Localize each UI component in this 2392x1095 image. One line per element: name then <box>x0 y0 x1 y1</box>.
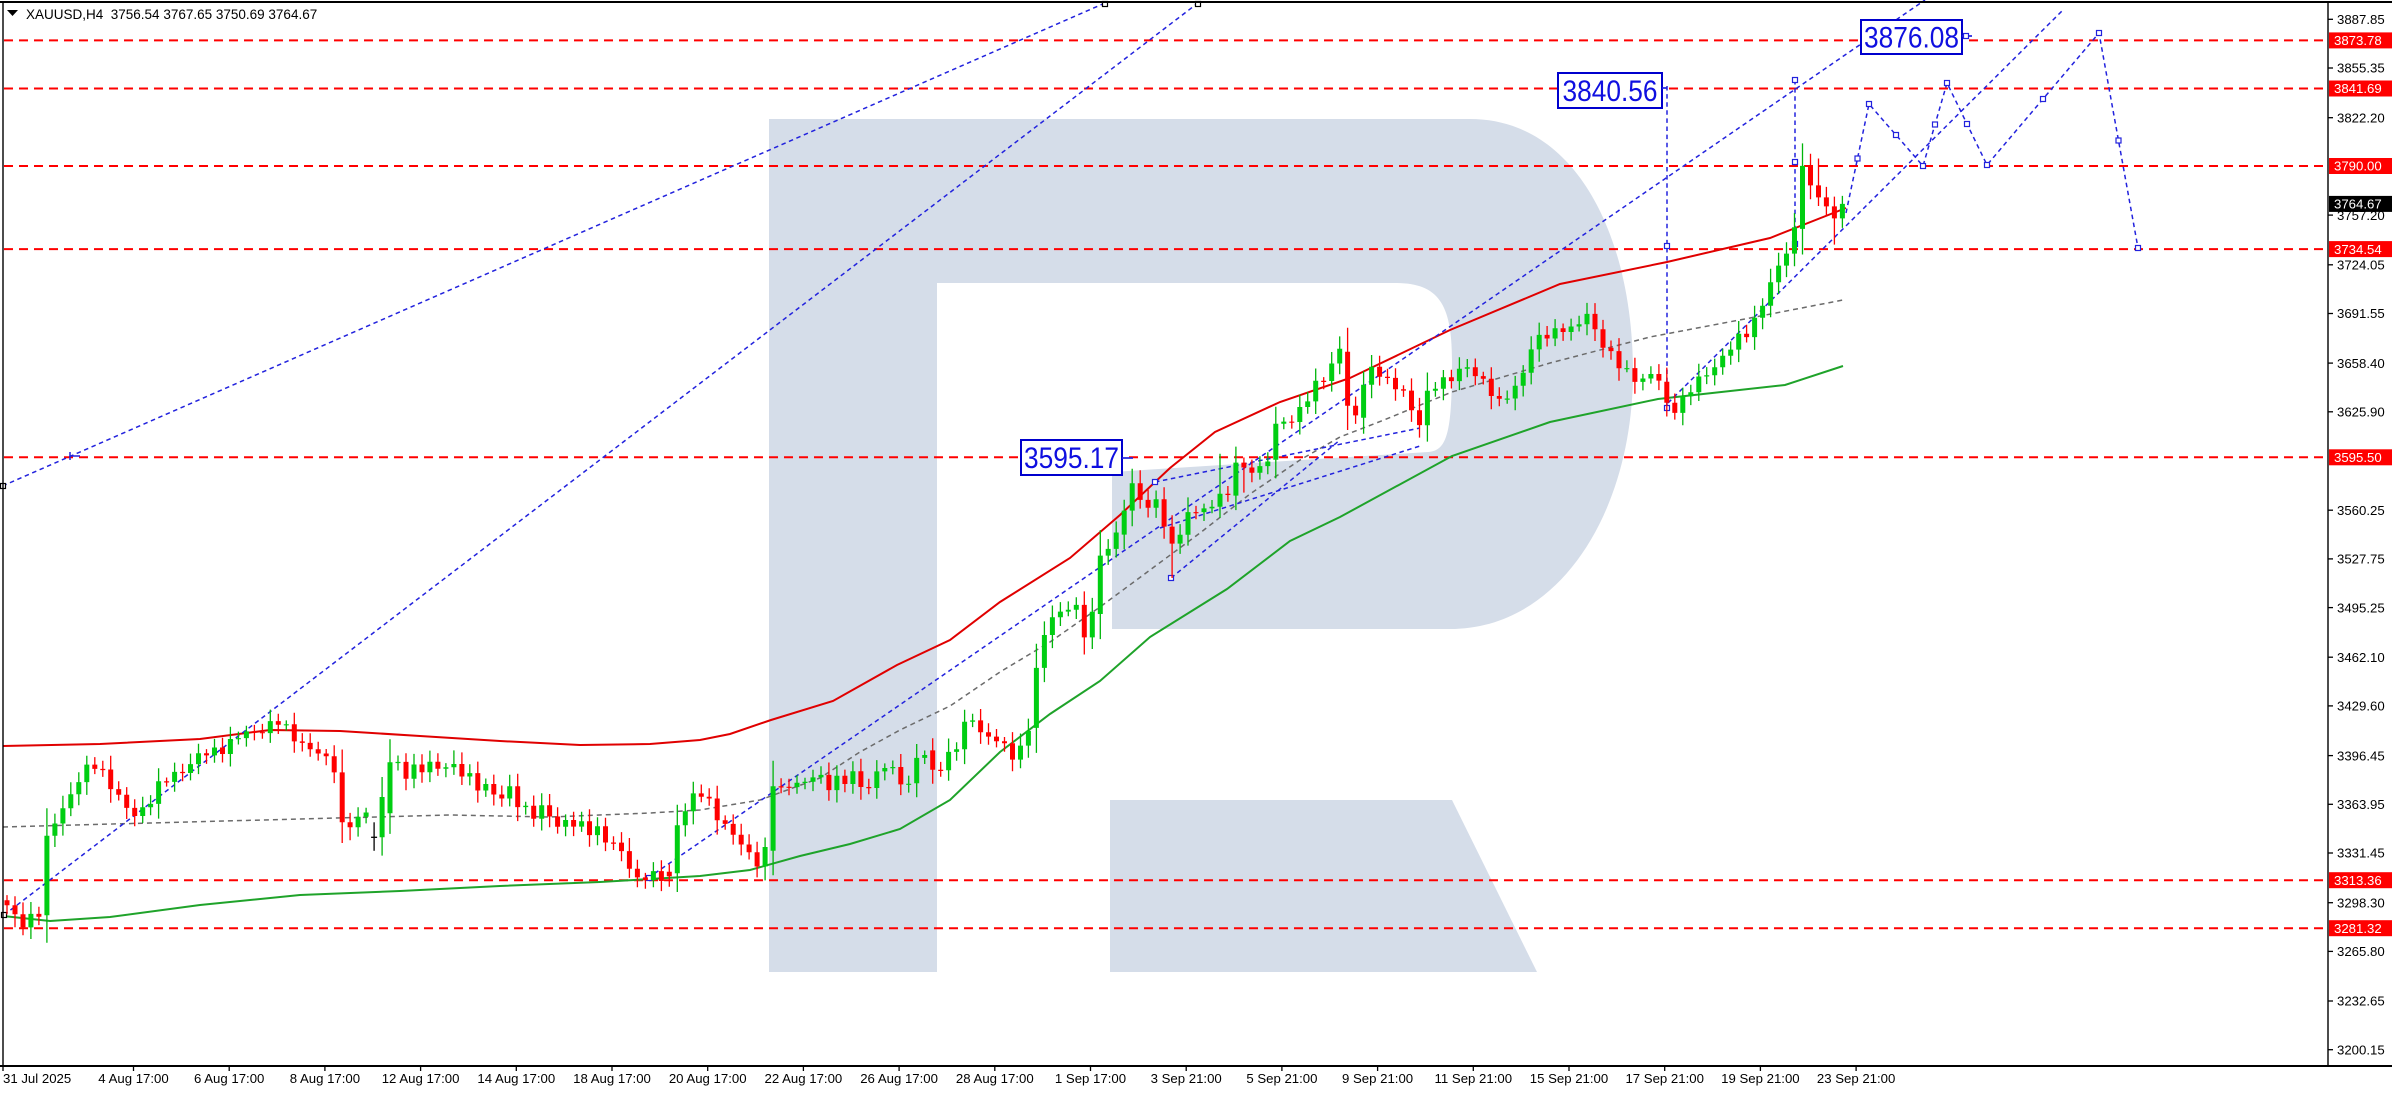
svg-text:3232.65: 3232.65 <box>2337 994 2385 1009</box>
svg-text:3595.50: 3595.50 <box>2334 450 2382 465</box>
svg-text:20 Aug 17:00: 20 Aug 17:00 <box>669 1071 747 1086</box>
svg-text:3876.08: 3876.08 <box>1864 22 1959 55</box>
svg-text:3331.45: 3331.45 <box>2337 846 2385 861</box>
svg-text:3527.75: 3527.75 <box>2337 552 2385 567</box>
svg-text:11 Sep 21:00: 11 Sep 21:00 <box>1435 1071 1512 1086</box>
svg-text:3281.32: 3281.32 <box>2334 921 2382 936</box>
svg-text:3595.17: 3595.17 <box>1024 442 1119 475</box>
svg-text:3724.05: 3724.05 <box>2337 258 2385 273</box>
svg-text:4 Aug 17:00: 4 Aug 17:00 <box>98 1071 168 1086</box>
svg-text:3 Sep 21:00: 3 Sep 21:00 <box>1151 1071 1222 1086</box>
svg-text:3363.95: 3363.95 <box>2337 797 2385 812</box>
svg-text:3840.56: 3840.56 <box>1563 75 1658 108</box>
svg-text:26 Aug 17:00: 26 Aug 17:00 <box>860 1071 938 1086</box>
svg-text:3396.45: 3396.45 <box>2337 748 2385 763</box>
svg-text:3658.40: 3658.40 <box>2337 356 2385 371</box>
svg-text:3691.55: 3691.55 <box>2337 306 2385 321</box>
svg-text:8 Aug 17:00: 8 Aug 17:00 <box>290 1071 360 1086</box>
svg-text:3625.90: 3625.90 <box>2337 405 2385 420</box>
svg-text:5 Sep 21:00: 5 Sep 21:00 <box>1246 1071 1317 1086</box>
svg-text:3265.80: 3265.80 <box>2337 944 2385 959</box>
svg-text:3855.35: 3855.35 <box>2337 61 2385 76</box>
svg-text:9 Sep 21:00: 9 Sep 21:00 <box>1342 1071 1413 1086</box>
svg-text:3822.20: 3822.20 <box>2337 110 2385 125</box>
svg-text:3764.67: 3764.67 <box>2334 197 2382 212</box>
svg-text:18 Aug 17:00: 18 Aug 17:00 <box>573 1071 651 1086</box>
svg-text:XAUUSD,H4 3756.54 3767.65 375: XAUUSD,H4 3756.54 3767.65 3750.69 3764.6… <box>26 7 317 22</box>
svg-text:3313.36: 3313.36 <box>2334 873 2382 888</box>
svg-text:3734.54: 3734.54 <box>2334 242 2382 257</box>
svg-text:3560.25: 3560.25 <box>2337 503 2385 518</box>
svg-text:3462.10: 3462.10 <box>2337 650 2385 665</box>
svg-text:3298.30: 3298.30 <box>2337 895 2385 910</box>
svg-text:15 Sep 21:00: 15 Sep 21:00 <box>1530 1071 1608 1086</box>
svg-text:6 Aug 17:00: 6 Aug 17:00 <box>194 1071 264 1086</box>
svg-text:3873.78: 3873.78 <box>2334 33 2382 48</box>
svg-text:23 Sep 21:00: 23 Sep 21:00 <box>1817 1071 1895 1086</box>
svg-text:17 Sep 21:00: 17 Sep 21:00 <box>1625 1071 1703 1086</box>
svg-text:3495.25: 3495.25 <box>2337 600 2385 615</box>
svg-text:14 Aug 17:00: 14 Aug 17:00 <box>477 1071 555 1086</box>
svg-text:3887.85: 3887.85 <box>2337 12 2385 27</box>
svg-text:22 Aug 17:00: 22 Aug 17:00 <box>765 1071 843 1086</box>
svg-text:3200.15: 3200.15 <box>2337 1042 2385 1057</box>
svg-text:19 Sep 21:00: 19 Sep 21:00 <box>1721 1071 1799 1086</box>
svg-text:31 Jul 2025: 31 Jul 2025 <box>3 1071 71 1086</box>
svg-text:3429.60: 3429.60 <box>2337 699 2385 714</box>
svg-text:3790.00: 3790.00 <box>2334 159 2382 174</box>
svg-text:3841.69: 3841.69 <box>2334 81 2382 96</box>
svg-text:12 Aug 17:00: 12 Aug 17:00 <box>382 1071 460 1086</box>
svg-text:1 Sep 17:00: 1 Sep 17:00 <box>1055 1071 1126 1086</box>
svg-text:28 Aug 17:00: 28 Aug 17:00 <box>956 1071 1034 1086</box>
